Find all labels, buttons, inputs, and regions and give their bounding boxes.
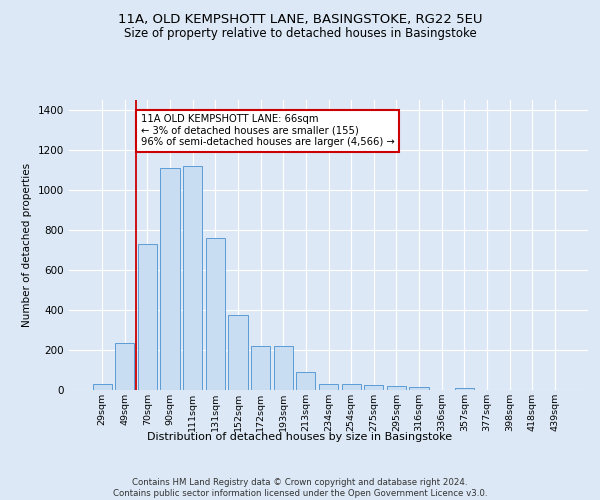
Bar [387,386,406,390]
Bar [409,387,428,390]
Text: Size of property relative to detached houses in Basingstoke: Size of property relative to detached ho… [124,28,476,40]
Bar [274,346,293,390]
Text: 11A OLD KEMPSHOTT LANE: 66sqm
← 3% of detached houses are smaller (155)
96% of s: 11A OLD KEMPSHOTT LANE: 66sqm ← 3% of de… [140,114,394,147]
Text: Contains HM Land Registry data © Crown copyright and database right 2024.
Contai: Contains HM Land Registry data © Crown c… [113,478,487,498]
Bar [92,384,112,390]
Bar [115,343,134,390]
Bar [251,346,270,390]
Bar [138,244,157,390]
Bar [319,384,338,390]
Text: Distribution of detached houses by size in Basingstoke: Distribution of detached houses by size … [148,432,452,442]
Bar [341,384,361,390]
Bar [364,385,383,390]
Bar [183,166,202,390]
Y-axis label: Number of detached properties: Number of detached properties [22,163,32,327]
Bar [455,388,474,390]
Bar [229,315,248,390]
Bar [160,168,180,390]
Text: 11A, OLD KEMPSHOTT LANE, BASINGSTOKE, RG22 5EU: 11A, OLD KEMPSHOTT LANE, BASINGSTOKE, RG… [118,12,482,26]
Bar [296,372,316,390]
Bar [206,238,225,390]
